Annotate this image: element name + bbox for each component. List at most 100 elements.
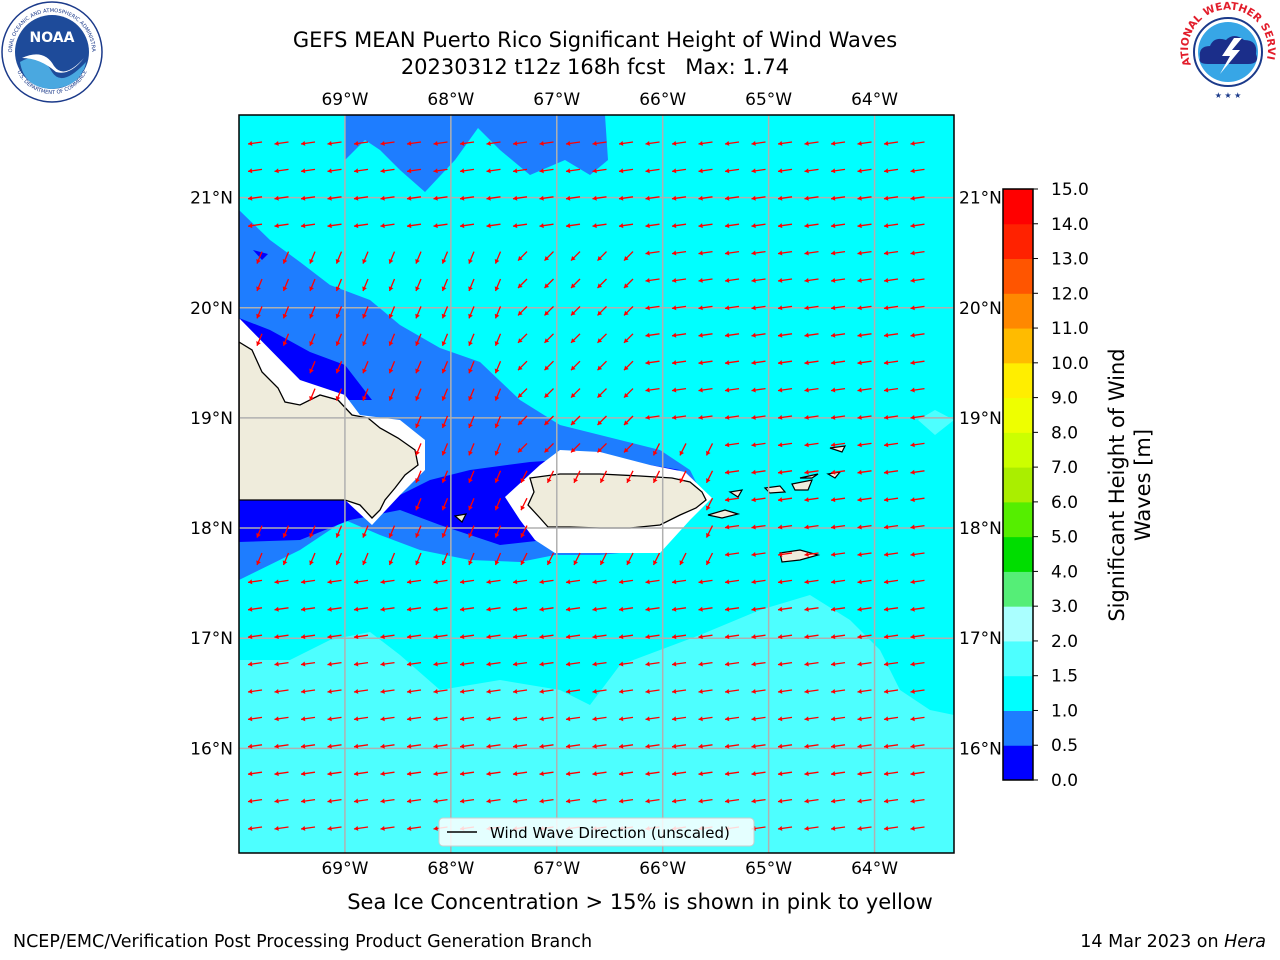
wave-arrow — [698, 579, 713, 585]
wave-arrow — [777, 168, 793, 174]
wave-arrow — [830, 634, 846, 640]
wave-arrow — [300, 579, 316, 585]
wave-arrow — [459, 168, 475, 174]
wave-arrow — [570, 278, 581, 289]
wave-arrow — [415, 497, 422, 511]
wave-arrow — [751, 250, 766, 256]
wave-arrow — [804, 716, 819, 722]
wave-arrow — [777, 497, 793, 503]
wave-arrow — [724, 579, 740, 585]
sea-ice-note: Sea Ice Concentration > 15% is shown in … — [347, 890, 933, 914]
wave-arrow — [751, 277, 766, 283]
wave-arrow — [592, 798, 607, 804]
noaa-logo-text: NOAA — [30, 30, 75, 46]
wave-arrow — [724, 497, 740, 503]
wave-arrow — [546, 552, 555, 566]
colorbar-segment — [1003, 328, 1033, 364]
wave-arrow — [539, 634, 554, 640]
wave-arrow — [592, 661, 607, 667]
wave-arrow — [910, 250, 925, 256]
wave-arrow — [883, 524, 899, 530]
wave-arrow — [777, 798, 793, 804]
colorbar-tick-label: 8.0 — [1051, 423, 1078, 443]
wave-arrow — [724, 195, 740, 201]
wave-arrow — [599, 552, 608, 566]
wave-arrow — [751, 387, 766, 393]
wave-arrow — [459, 798, 475, 804]
wave-arrow — [777, 277, 793, 283]
wave-arrow — [274, 825, 289, 831]
wave-arrow — [645, 360, 660, 366]
wave-arrow — [724, 305, 740, 311]
wave-arrow — [910, 195, 925, 201]
wave-arrow — [380, 195, 395, 201]
wave-arrow — [468, 360, 475, 374]
wave-arrow — [247, 688, 263, 694]
wave-arrow — [883, 579, 899, 585]
colorbar-tick-label: 12.0 — [1051, 284, 1089, 304]
wave-arrow — [830, 168, 846, 174]
wave-arrow — [910, 414, 925, 420]
wave-arrow — [623, 251, 634, 262]
wave-arrow — [830, 360, 846, 366]
wave-arrow — [645, 798, 660, 804]
wave-arrow — [671, 798, 687, 804]
wave-arrow — [910, 332, 925, 338]
wave-arrow — [335, 278, 343, 292]
wave-arrow — [679, 443, 687, 456]
wave-arrow — [597, 442, 607, 453]
wave-arrow — [300, 688, 316, 694]
wave-arrow — [671, 195, 687, 201]
wave-arrow — [883, 195, 899, 201]
wave-arrow — [679, 552, 687, 566]
colorbar-segment — [1003, 606, 1033, 642]
wave-arrow — [486, 743, 501, 749]
wave-arrow — [883, 360, 899, 366]
wave-arrow — [910, 771, 925, 777]
wave-arrow — [671, 606, 687, 612]
wave-arrow — [804, 168, 819, 174]
map-frame — [238, 114, 955, 854]
wave-arrow — [282, 278, 290, 292]
wave-arrow — [645, 716, 660, 722]
lat-tick-label: 21°N — [959, 189, 1002, 209]
lat-tick-label: 20°N — [959, 299, 1002, 319]
wave-arrow — [570, 388, 581, 399]
wave-arrow — [857, 688, 872, 694]
wave-arrow — [910, 360, 925, 366]
wave-arrow — [597, 415, 607, 426]
lon-tick-label: 66°W — [639, 90, 686, 110]
wave-arrow — [724, 716, 740, 722]
wave-arrow — [857, 414, 872, 420]
wave-arrow — [433, 168, 448, 174]
wave-arrow — [433, 195, 448, 201]
colorbar-segment — [1003, 571, 1033, 607]
wave-arrow — [256, 278, 263, 292]
wave-arrow — [406, 798, 422, 804]
wave-arrow — [335, 525, 343, 538]
wave-arrow — [494, 306, 502, 319]
wave-arrow — [910, 606, 925, 612]
wave-arrow — [353, 579, 369, 585]
wave-arrow — [724, 524, 740, 530]
wave-arrow — [468, 415, 475, 429]
wave-arrow — [857, 387, 872, 393]
wave-arrow — [388, 360, 396, 374]
wave-arrow — [857, 661, 872, 667]
colorbar-tick-label: 1.5 — [1051, 667, 1078, 687]
wave-arrow — [247, 771, 263, 777]
wave-arrow — [645, 661, 660, 667]
wave-arrow — [671, 771, 687, 777]
wave-arrow — [830, 277, 846, 283]
wave-arrow — [300, 634, 316, 640]
wave-arrow — [623, 388, 634, 399]
lon-tick-label: 69°W — [321, 859, 368, 879]
wave-arrow — [517, 415, 528, 426]
wave-arrow — [274, 743, 289, 749]
wave-arrow — [441, 497, 449, 511]
wave-arrow — [777, 195, 793, 201]
wave-arrow — [618, 168, 634, 174]
wave-arrow — [380, 140, 395, 146]
wave-arrow — [592, 688, 607, 694]
wave-arrow — [724, 771, 740, 777]
